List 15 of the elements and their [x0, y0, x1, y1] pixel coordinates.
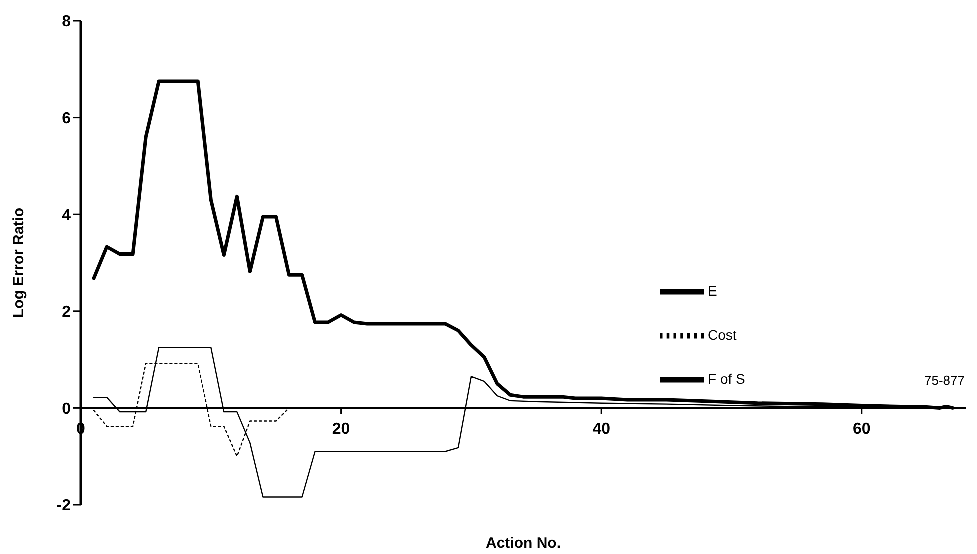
y-tick-label: -2: [56, 498, 72, 515]
annotation: 75-877: [924, 373, 965, 388]
x-axis-title: Action No.: [486, 535, 561, 552]
legend-label: F of S: [708, 370, 746, 387]
y-tick-label: 0: [62, 400, 72, 418]
legend-label: Cost: [708, 326, 737, 343]
x-tick-label: 60: [852, 421, 871, 438]
y-tick-label: 8: [62, 14, 72, 31]
y-tick-label: 2: [62, 304, 72, 322]
y-tick-label: 4: [62, 207, 72, 224]
y-tick-label: 6: [62, 110, 72, 128]
legend-label: E: [708, 282, 718, 299]
x-tick-label: 20: [332, 421, 350, 438]
y-axis-title: Log Error Ratio: [10, 208, 28, 318]
x-tick-label: 40: [592, 421, 611, 438]
